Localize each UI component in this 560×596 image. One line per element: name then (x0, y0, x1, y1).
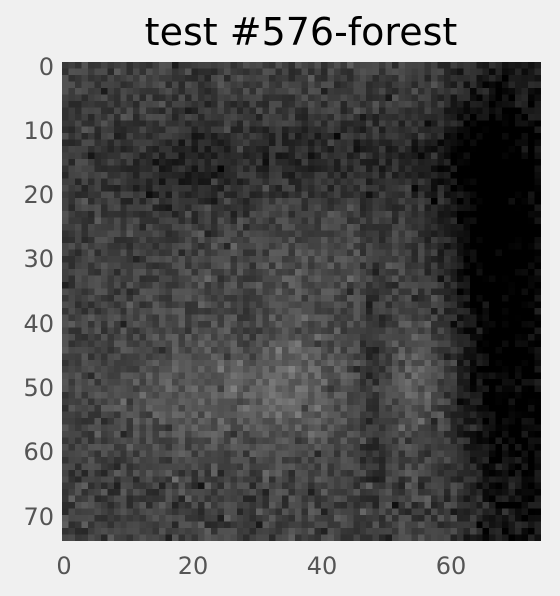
x-tick-label: 60 (435, 552, 467, 580)
y-tick-label: 60 (23, 438, 54, 466)
y-tick-label: 40 (23, 310, 54, 338)
y-tick-label: 10 (23, 117, 54, 145)
x-tick-label: 0 (56, 552, 72, 580)
y-tick-label: 50 (23, 374, 54, 402)
x-tick-label: 40 (306, 552, 338, 580)
chart-title: test #576-forest (144, 10, 458, 54)
grayscale-image (62, 62, 541, 541)
y-tick-label: 20 (23, 181, 54, 209)
y-tick-label: 30 (23, 245, 54, 273)
x-tick-label: 20 (177, 552, 209, 580)
image-frame (62, 62, 541, 541)
y-tick-label: 70 (23, 503, 54, 531)
y-tick-label: 0 (38, 53, 54, 81)
